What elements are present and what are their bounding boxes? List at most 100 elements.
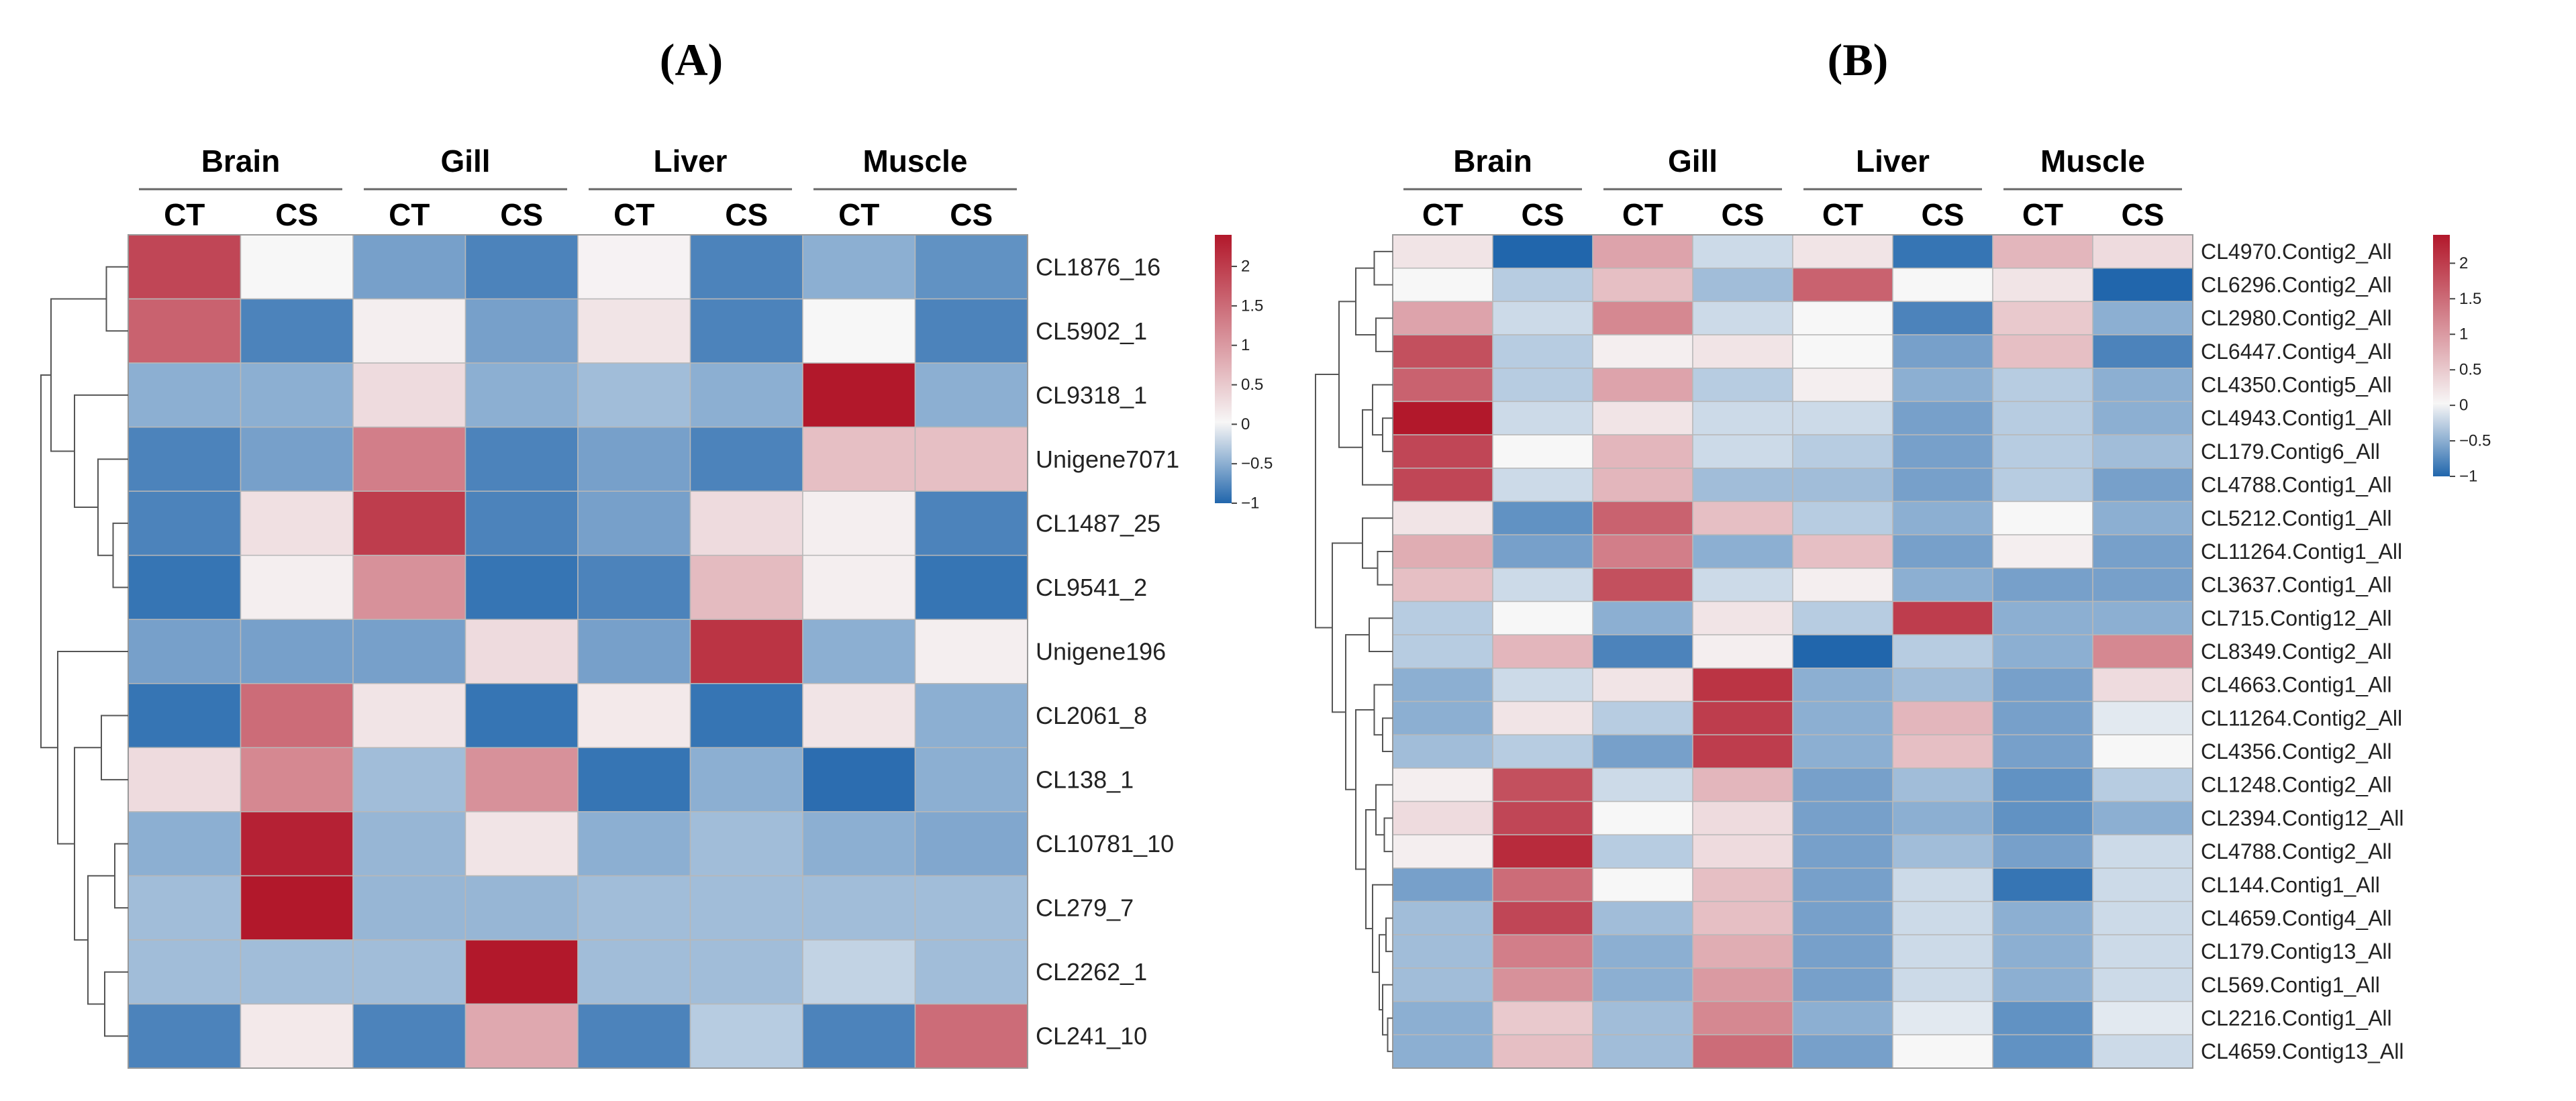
heatmap-cell [802, 362, 916, 428]
heatmap-cell [1992, 501, 2093, 535]
heatmap-cell [1992, 900, 2093, 936]
heatmap-cell [689, 939, 803, 1005]
heatmap-cell [1692, 234, 1793, 269]
colorbar-tick-label: −1 [2459, 468, 2477, 486]
heatmap-cell [1892, 868, 1993, 902]
colorbar-tick-label: 0.5 [1241, 376, 1263, 394]
heatmap-cell [2092, 800, 2193, 835]
heatmap-cell [689, 490, 803, 556]
heatmap-cell [1592, 734, 1693, 769]
heatmap-cell [1892, 634, 1993, 669]
heatmap-cell [1492, 468, 1593, 503]
heatmap-cell [2092, 1000, 2193, 1036]
heatmap-cell [577, 875, 691, 941]
heatmap-cell [2092, 468, 2193, 503]
heatmap-cell [1392, 1034, 1493, 1069]
heatmap-cell [802, 875, 916, 941]
tissue-label: Liver [1856, 144, 1930, 178]
heatmap-cell [1592, 267, 1693, 303]
row-dendrogram [40, 266, 128, 1037]
row-label: CL2262_1 [1036, 958, 1147, 986]
tissue-label: Brain [1453, 144, 1532, 178]
heatmap-cell [1692, 568, 1793, 602]
colorbar-tick-label: 1.5 [2459, 290, 2481, 308]
heatmap-cell [802, 490, 916, 556]
heatmap-cell [1492, 334, 1593, 369]
heatmap-cell [1392, 367, 1493, 403]
heatmap-cell [1592, 700, 1693, 735]
row-label: CL1876_16 [1036, 253, 1160, 280]
heatmap-cell [352, 1003, 466, 1069]
heatmap-cell [352, 298, 466, 364]
heatmap-cell [1492, 434, 1593, 469]
heatmap-cell [802, 1003, 916, 1069]
colorbar-tick-label: 0 [1241, 415, 1250, 433]
tissue-label: Muscle [2040, 144, 2145, 178]
panel-label: (A) [660, 34, 723, 85]
heatmap-cell [1992, 401, 2093, 435]
heatmap-cell [689, 747, 803, 812]
heatmap-cell [1792, 367, 1893, 403]
heatmap-cell [1792, 334, 1893, 369]
heatmap-cell [128, 234, 242, 300]
row-label: CL4356.Contig2_All [2201, 739, 2392, 764]
heatmap-cell [352, 362, 466, 428]
row-label: CL179.Contig6_All [2201, 439, 2380, 464]
condition-label: CT [1422, 197, 1463, 232]
colorbar [2433, 235, 2450, 476]
row-label: CL144.Contig1_All [2201, 873, 2380, 897]
heatmap-cell [1592, 234, 1693, 269]
row-label: CL11264.Contig1_All [2201, 539, 2402, 564]
heatmap-cell [1792, 967, 1893, 1002]
heatmap-cell [352, 554, 466, 620]
heatmap-cell [1592, 900, 1693, 936]
heatmap-cell [128, 1003, 242, 1069]
row-label: Unigene196 [1036, 638, 1166, 666]
heatmap-cell [1992, 1000, 2093, 1036]
heatmap-cell [1692, 734, 1793, 769]
heatmap-cell [128, 683, 242, 749]
row-label: CL9541_2 [1036, 574, 1147, 601]
heatmap-cell [1492, 668, 1593, 702]
heatmap-cell [1792, 568, 1893, 602]
heatmap-cell [689, 426, 803, 492]
heatmap-cell [689, 619, 803, 684]
colorbar-tick-label: 1 [2459, 325, 2468, 344]
heatmap-cell [914, 811, 1028, 877]
heatmap-cell [1692, 934, 1793, 969]
heatmap-cell [1992, 734, 2093, 769]
heatmap-cell [2092, 334, 2193, 369]
heatmap-cell [464, 619, 579, 684]
heatmap-cell [802, 619, 916, 684]
heatmap-cell [1892, 267, 1993, 303]
tissue-label: Brain [201, 144, 281, 178]
row-label: CL4788.Contig1_All [2201, 473, 2392, 497]
row-label: CL2061_8 [1036, 702, 1147, 729]
heatmap-cell [464, 747, 579, 812]
heatmap-cell [1892, 734, 1993, 769]
heatmap-cell [1592, 334, 1693, 369]
heatmap-cell [1392, 267, 1493, 303]
heatmap-cell [577, 619, 691, 684]
heatmap-cell [1792, 634, 1893, 669]
heatmap-cell [1392, 1000, 1493, 1036]
heatmap-cell [1592, 600, 1693, 635]
heatmap-cell [240, 490, 354, 556]
heatmap-cell [1992, 700, 2093, 735]
heatmap-cell [352, 811, 466, 877]
heatmap-cell [2092, 1034, 2193, 1069]
heatmap-cell [128, 554, 242, 620]
heatmap-cell [914, 298, 1028, 364]
heatmap-cell [1592, 468, 1693, 503]
colorbar-tick-label: 0 [2459, 397, 2468, 415]
heatmap-cell [1592, 568, 1693, 602]
heatmap-cell [1492, 800, 1593, 835]
heatmap-cell [1992, 600, 2093, 635]
condition-label: CT [389, 197, 430, 232]
row-label: CL5212.Contig1_All [2201, 506, 2392, 530]
heatmap-cell [1492, 1000, 1593, 1036]
heatmap-cell [689, 234, 803, 300]
heatmap-cell [464, 234, 579, 300]
heatmap-cell [1592, 534, 1693, 569]
